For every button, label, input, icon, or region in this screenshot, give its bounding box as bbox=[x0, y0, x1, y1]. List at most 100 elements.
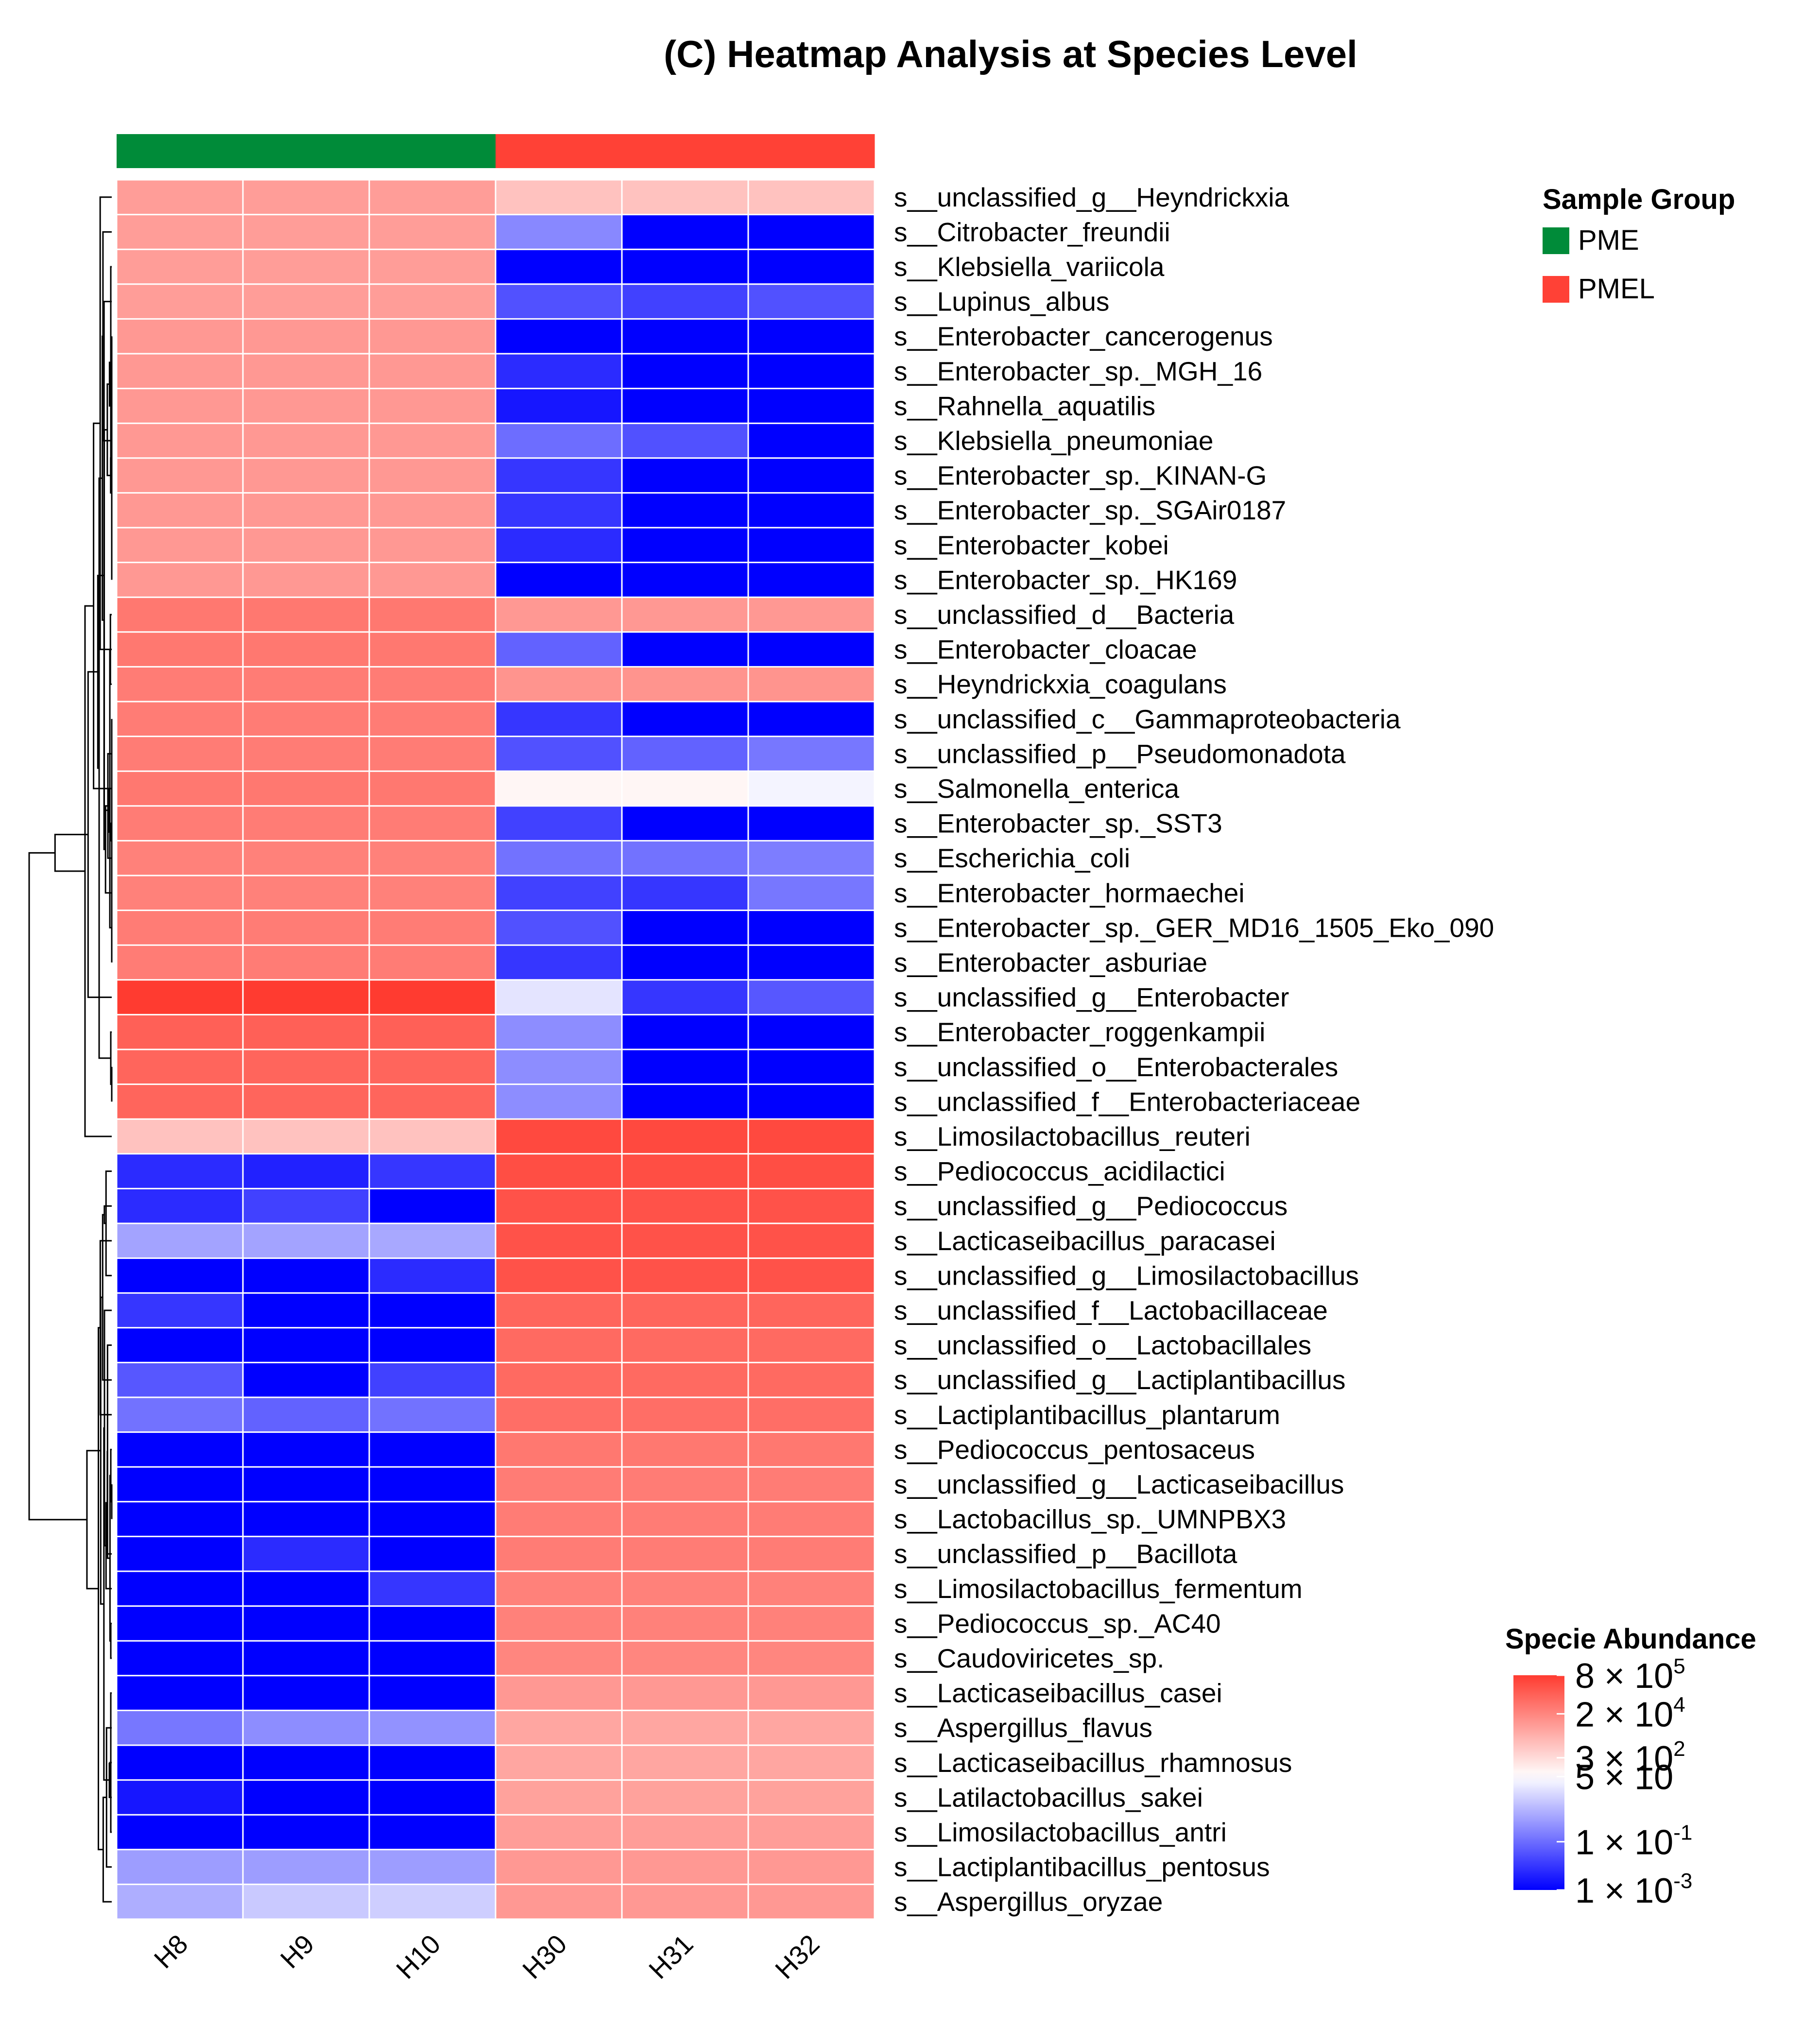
group-bar-segment bbox=[243, 134, 370, 168]
heatmap-cell bbox=[369, 284, 496, 319]
heatmap-cell bbox=[748, 1119, 875, 1154]
colorbar-title: Specie Abundance bbox=[1505, 1623, 1756, 1655]
heatmap-cell bbox=[369, 979, 496, 1015]
row-label: s__unclassified_g__Pediococcus bbox=[894, 1191, 1288, 1221]
heatmap-cell bbox=[117, 388, 243, 424]
heatmap-cell bbox=[117, 180, 243, 215]
heatmap-cell bbox=[622, 945, 748, 980]
heatmap-cell bbox=[496, 458, 622, 493]
dendrogram-branch bbox=[105, 1727, 112, 1868]
heatmap-cell bbox=[748, 1501, 875, 1537]
heatmap-cell bbox=[117, 1815, 243, 1850]
heatmap-cell bbox=[622, 1084, 748, 1119]
heatmap-cell bbox=[369, 736, 496, 772]
heatmap-cell bbox=[117, 841, 243, 876]
heatmap-cell bbox=[622, 1571, 748, 1606]
row-label: s__Enterobacter_sp._KINAN-G bbox=[894, 461, 1267, 491]
column-label: H32 bbox=[769, 1929, 825, 1985]
group-bar-segment bbox=[496, 134, 622, 168]
dendrogram-branch bbox=[106, 1344, 112, 1559]
heatmap-cell bbox=[243, 597, 369, 632]
heatmap-cell bbox=[496, 667, 622, 702]
dendrogram-branch bbox=[107, 753, 112, 859]
colorbar-tick-label: 8 × 105 bbox=[1575, 1654, 1685, 1696]
heatmap-cell bbox=[117, 1467, 243, 1502]
heatmap-cell bbox=[748, 667, 875, 702]
heatmap-cell bbox=[369, 1432, 496, 1467]
heatmap-cell bbox=[622, 876, 748, 910]
heatmap-cell bbox=[117, 1884, 243, 1919]
row-label: s__Escherichia_coli bbox=[894, 843, 1130, 873]
heatmap-cell bbox=[117, 806, 243, 841]
heatmap-cell bbox=[243, 736, 369, 772]
heatmap-cell bbox=[622, 1675, 748, 1711]
row-label: s__Enterobacter_sp._MGH_16 bbox=[894, 356, 1262, 386]
heatmap-cell bbox=[243, 493, 369, 528]
heatmap-cell bbox=[496, 1327, 622, 1363]
colorbar-tick-label: 1 × 10-3 bbox=[1575, 1869, 1692, 1910]
heatmap-cell bbox=[622, 1884, 748, 1919]
row-label: s__Enterobacter_sp._SGAir0187 bbox=[894, 495, 1286, 525]
row-labels: s__unclassified_g__Heyndrickxia s__Citrob… bbox=[894, 182, 1494, 1917]
heatmap-cell bbox=[622, 1293, 748, 1328]
heatmap-cell bbox=[496, 1536, 622, 1571]
heatmap-cell bbox=[243, 1153, 369, 1189]
dendrogram-branch bbox=[93, 422, 112, 790]
heatmap-cell bbox=[748, 910, 875, 945]
row-label: s__Lactobacillus_sp._UMNPBX3 bbox=[894, 1504, 1286, 1534]
heatmap-cell bbox=[748, 562, 875, 598]
heatmap-cell bbox=[496, 1362, 622, 1397]
heatmap-cell bbox=[369, 354, 496, 389]
heatmap-cell bbox=[622, 1815, 748, 1850]
row-label: s__unclassified_g__Heyndrickxia bbox=[894, 182, 1289, 212]
heatmap-cell bbox=[496, 319, 622, 354]
heatmap-cell bbox=[496, 1815, 622, 1850]
group-bar-segment bbox=[622, 134, 749, 168]
heatmap-cell bbox=[496, 597, 622, 632]
heatmap-cell bbox=[369, 1710, 496, 1745]
heatmap-cell bbox=[117, 1362, 243, 1397]
heatmap-cell bbox=[496, 180, 622, 215]
heatmap-cell bbox=[117, 1223, 243, 1258]
heatmap-cell bbox=[243, 1432, 369, 1467]
sample-group-bar bbox=[117, 134, 875, 168]
row-label: s__Lupinus_albus bbox=[894, 287, 1109, 317]
heatmap-cell bbox=[369, 493, 496, 528]
row-label: s__Heyndrickxia_coagulans bbox=[894, 669, 1227, 699]
row-label: s__unclassified_o__Lactobacillales bbox=[894, 1330, 1311, 1360]
heatmap-cell bbox=[117, 667, 243, 702]
heatmap-cell bbox=[496, 841, 622, 876]
sample-group-legend: Sample Group PME PMEL bbox=[1543, 184, 1735, 305]
heatmap-cell bbox=[369, 1327, 496, 1363]
heatmap-cell bbox=[243, 876, 369, 910]
heatmap-cell bbox=[369, 1014, 496, 1049]
heatmap-cell bbox=[369, 806, 496, 841]
heatmap-cell bbox=[748, 1815, 875, 1850]
heatmap-cell bbox=[496, 1432, 622, 1467]
colorbar-tick-label: 1 × 10-1 bbox=[1575, 1821, 1692, 1862]
row-label: s__unclassified_f__Lactobacillaceae bbox=[894, 1295, 1328, 1325]
heatmap-cell bbox=[622, 1710, 748, 1745]
heatmap-cell bbox=[622, 1641, 748, 1676]
heatmap-cell bbox=[117, 1571, 243, 1606]
heatmap-cell bbox=[622, 841, 748, 876]
heatmap-cell bbox=[622, 736, 748, 772]
heatmap-cell bbox=[748, 1188, 875, 1223]
heatmap-cell bbox=[243, 249, 369, 284]
heatmap-gridlines bbox=[116, 179, 876, 1920]
heatmap-cell bbox=[369, 1467, 496, 1502]
heatmap-cell bbox=[496, 979, 622, 1015]
heatmap-cell bbox=[496, 1641, 622, 1676]
heatmap-cell bbox=[622, 1153, 748, 1189]
heatmap-cell bbox=[748, 1258, 875, 1293]
row-label: s__unclassified_p__Bacillota bbox=[894, 1539, 1237, 1569]
heatmap-cell bbox=[117, 597, 243, 632]
heatmap-cell bbox=[748, 1397, 875, 1432]
heatmap-cell bbox=[369, 528, 496, 563]
heatmap-cell bbox=[622, 771, 748, 806]
heatmap-cell bbox=[622, 1536, 748, 1571]
heatmap-cell bbox=[369, 1571, 496, 1606]
heatmap-cell bbox=[117, 214, 243, 250]
